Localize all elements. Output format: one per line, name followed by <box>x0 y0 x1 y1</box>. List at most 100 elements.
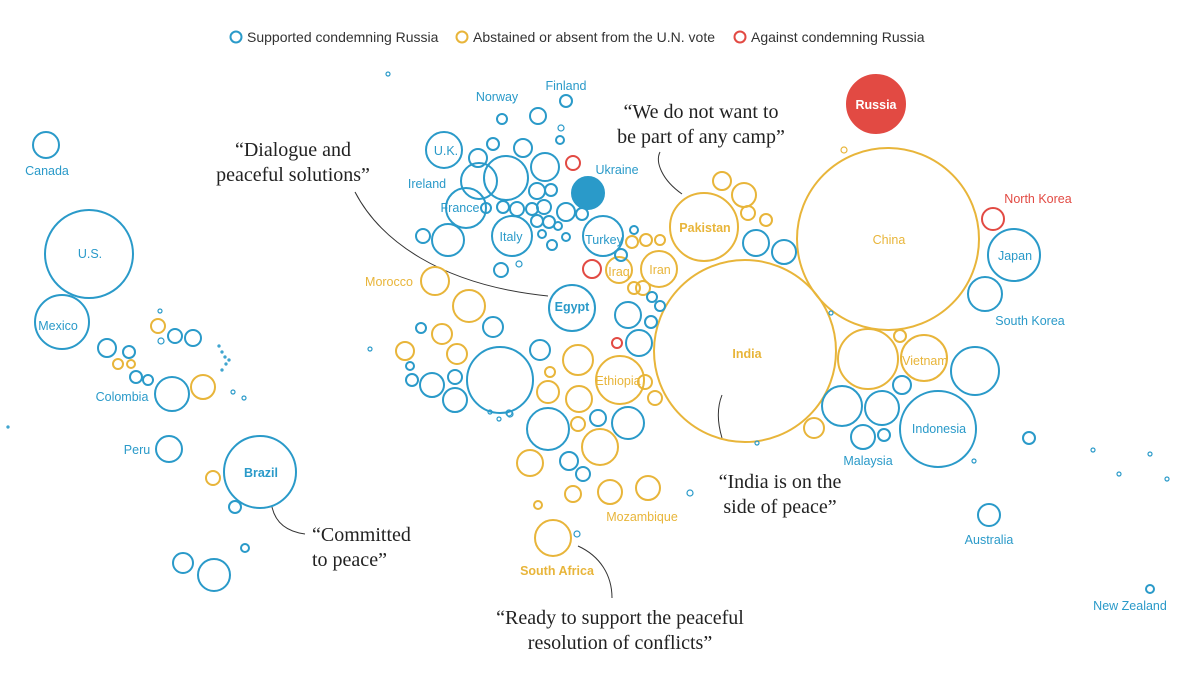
country-label-finland: Finland <box>546 79 587 93</box>
country-bubble <box>509 201 525 217</box>
country-bubble <box>653 259 837 443</box>
country-bubble <box>419 372 445 398</box>
quote-ready-line2: resolution of conflicts” <box>528 632 712 654</box>
country-bubble <box>536 380 560 404</box>
country-bubble <box>971 458 977 464</box>
country-bubble <box>142 374 154 386</box>
country-bubble <box>516 449 544 477</box>
country-bubble <box>154 376 190 412</box>
legend-label-against: Against condemning Russia <box>751 29 925 45</box>
country-bubble <box>864 390 900 426</box>
legend-label-supported: Supported condemning Russia <box>247 29 439 45</box>
country-bubble <box>846 74 906 134</box>
country-bubble <box>614 248 628 262</box>
country-bubble <box>559 94 573 108</box>
quote-ready-line1: “Ready to support the peaceful <box>496 607 744 629</box>
country-bubble <box>537 229 547 239</box>
country-bubble <box>486 137 500 151</box>
country-label-turkey: Turkey <box>585 233 623 247</box>
country-bubble <box>425 131 463 169</box>
country-bubble <box>581 428 619 466</box>
country-bubble <box>482 316 504 338</box>
country-bubble <box>217 344 221 348</box>
country-bubble <box>1147 451 1153 457</box>
country-bubble <box>420 266 450 296</box>
country-bubble <box>228 500 242 514</box>
country-bubble <box>759 213 773 227</box>
country-bubble <box>240 543 250 553</box>
country-bubble <box>415 228 431 244</box>
quote-leader-lines <box>271 151 723 599</box>
country-bubble <box>223 355 227 359</box>
country-label-south-korea: South Korea <box>995 314 1065 328</box>
country-bubble <box>536 199 552 215</box>
country-label-new-zealand: New Zealand <box>1093 599 1167 613</box>
country-label-malaysia: Malaysia <box>843 454 892 468</box>
country-bubble <box>227 358 231 362</box>
country-label-ukraine: Ukraine <box>595 163 638 177</box>
country-bubble <box>1022 431 1036 445</box>
country-bubble <box>635 475 661 501</box>
country-bubble <box>528 182 546 200</box>
country-label-pakistan: Pakistan <box>679 221 730 235</box>
country-bubble <box>686 489 694 497</box>
country-bubble <box>205 470 221 486</box>
country-bubble <box>556 202 576 222</box>
country-bubble <box>496 416 502 422</box>
country-bubble <box>564 485 582 503</box>
country-bubble <box>605 256 633 284</box>
country-label-ethiopia: Ethiopia <box>595 374 640 388</box>
leader-egypt <box>354 191 549 297</box>
country-bubble <box>184 329 202 347</box>
country-bubble <box>44 209 134 299</box>
country-bubble <box>34 294 90 350</box>
country-bubble <box>575 466 591 482</box>
country-bubble <box>573 530 581 538</box>
legend-marker-supported <box>229 30 243 44</box>
country-bubble <box>452 289 486 323</box>
country-bubble <box>553 221 563 231</box>
country-bubble <box>529 339 551 361</box>
country-bubble <box>496 113 508 125</box>
country-bubble <box>611 337 623 349</box>
country-bubble <box>640 250 678 288</box>
country-bubble <box>442 387 468 413</box>
country-bubble <box>395 341 415 361</box>
country-bubble <box>611 406 645 440</box>
country-bubble <box>796 147 980 331</box>
country-bubble <box>803 417 825 439</box>
quote-committed-line1: “Committed <box>312 524 411 546</box>
country-label-colombia: Colombia <box>96 390 149 404</box>
country-bubble <box>167 328 183 344</box>
country-bubble <box>557 124 565 132</box>
country-bubble <box>224 362 228 366</box>
country-bubble <box>582 259 602 279</box>
country-label-russia: Russia <box>856 98 898 112</box>
country-bubble <box>892 375 912 395</box>
country-bubble <box>533 500 543 510</box>
quote-camp-line2: be part of any camp” <box>617 126 785 148</box>
legend-label-abstained: Abstained or absent from the U.N. vote <box>473 29 715 45</box>
country-bubble <box>644 315 658 329</box>
country-label-north-korea: North Korea <box>1004 192 1071 206</box>
country-bubble <box>987 228 1041 282</box>
country-bubble <box>559 451 579 471</box>
country-label-china: China <box>873 233 906 247</box>
country-label-uk: U.K. <box>434 144 458 158</box>
country-bubble <box>515 260 523 268</box>
country-bubble <box>112 358 124 370</box>
leader-south-africa <box>577 545 613 599</box>
country-bubble <box>466 346 534 414</box>
country-bubble <box>981 207 1005 231</box>
country-bubble <box>513 138 533 158</box>
country-label-ireland: Ireland <box>408 177 446 191</box>
country-bubble <box>837 328 899 390</box>
country-bubble <box>731 182 757 208</box>
country-bubble <box>877 428 891 442</box>
country-label-mexico: Mexico <box>38 319 78 333</box>
country-bubble <box>534 519 572 557</box>
quote-india-line1: “India is on the <box>719 471 842 493</box>
country-labels: Russia China India U.S. Canada Mexico Colombia… <box>25 79 1167 613</box>
country-bubble <box>172 552 194 574</box>
country-bubble <box>525 202 539 216</box>
